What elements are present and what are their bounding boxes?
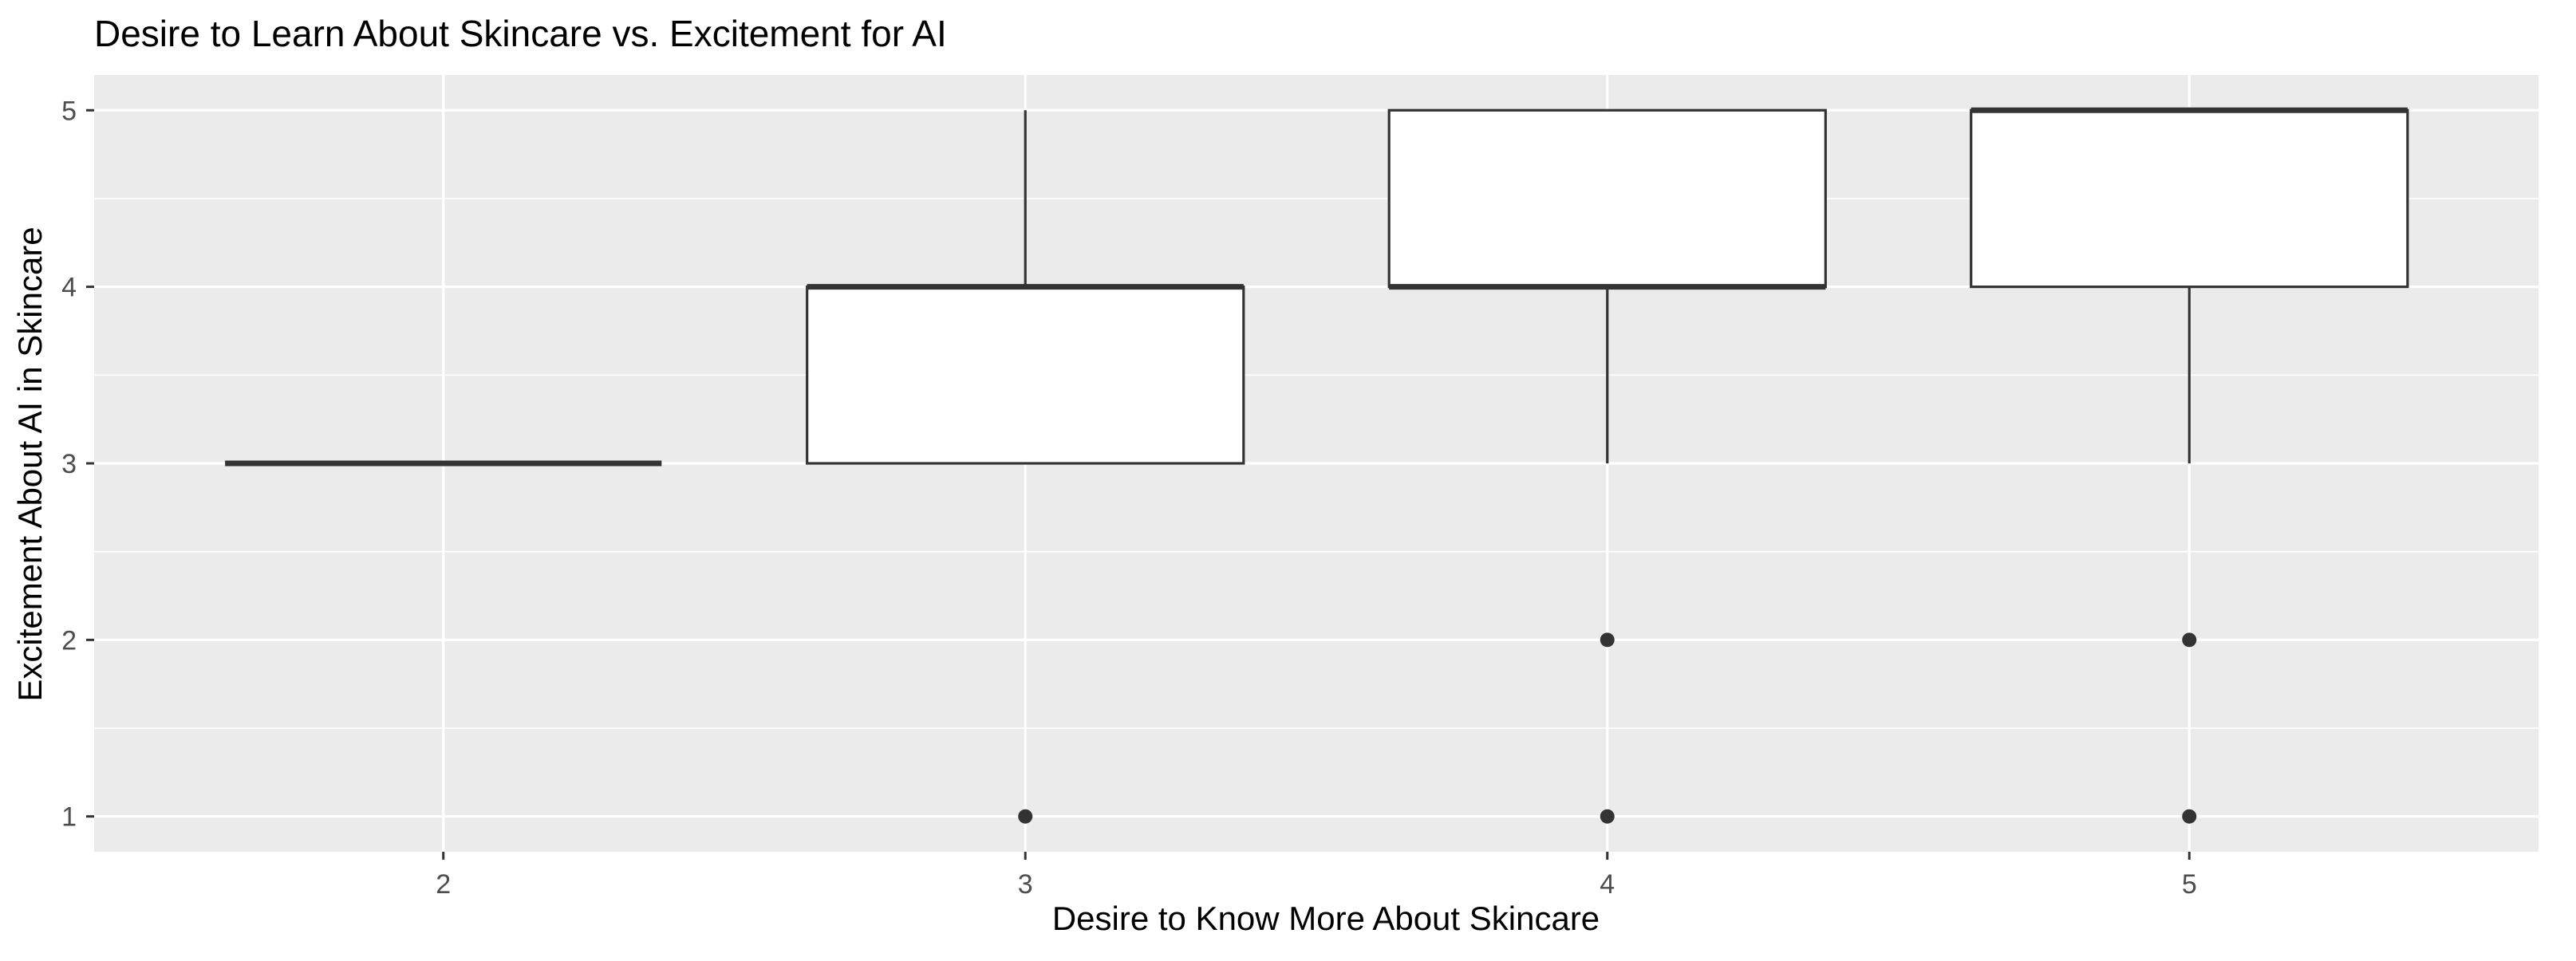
x-tick-label: 3 <box>1018 869 1033 900</box>
boxes <box>225 107 2409 824</box>
outlier-point <box>2182 632 2197 648</box>
outlier-point <box>1600 632 1615 648</box>
x-tick-label: 2 <box>436 869 451 900</box>
box-body <box>806 286 1245 465</box>
box-body <box>1387 108 1827 289</box>
outlier-point <box>1018 809 1033 824</box>
outlier-point <box>1600 809 1615 824</box>
x-tick-label: 5 <box>2182 869 2197 900</box>
box-5 <box>1970 107 2409 824</box>
outlier-point <box>2182 809 2197 824</box>
box-3 <box>806 110 1245 824</box>
box-body <box>1970 108 2409 289</box>
y-tick-label: 1 <box>61 802 77 833</box>
x-axis-title: Desire to Know More About Skincare <box>1052 900 1600 937</box>
chart-title: Desire to Learn About Skincare vs. Excit… <box>94 13 947 54</box>
y-tick-label: 2 <box>61 625 77 656</box>
y-tick-label: 3 <box>61 449 77 479</box>
axes: 1 2 3 4 5 2 3 4 5 <box>61 96 2197 900</box>
y-tick-label: 5 <box>61 96 77 126</box>
x-tick-label: 4 <box>1600 869 1615 900</box>
y-axis-title: Excitement About AI in Skincare <box>11 226 49 701</box>
box-4 <box>1387 108 1827 824</box>
y-tick-label: 4 <box>61 273 77 303</box>
